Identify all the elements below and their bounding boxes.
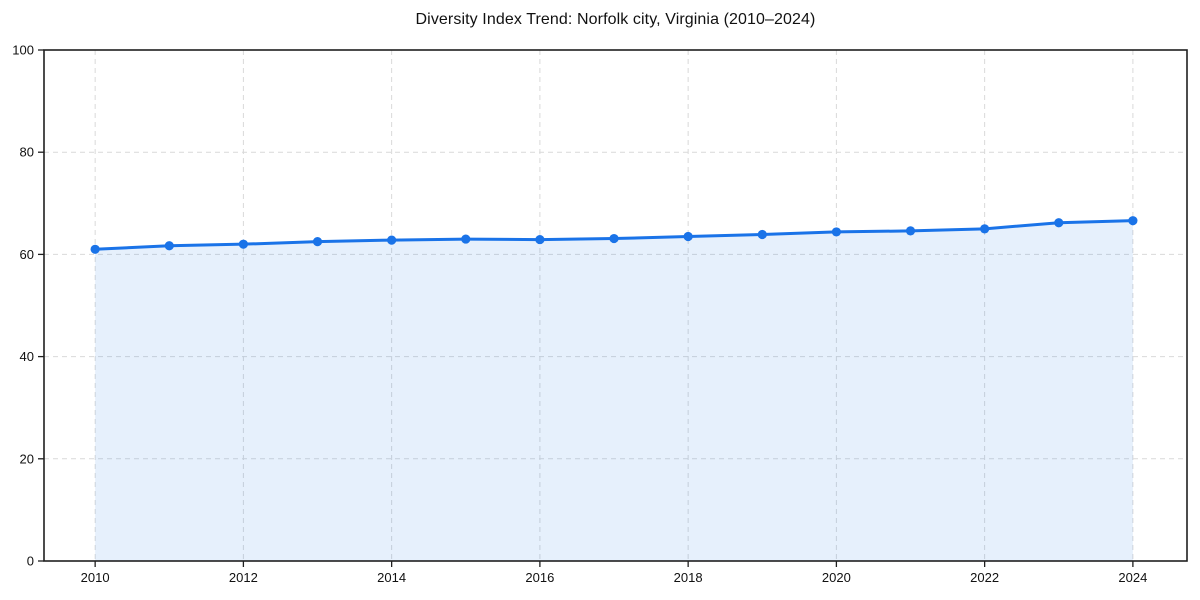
x-tick-label: 2018 [674,570,703,585]
x-tick-label: 2022 [970,570,999,585]
area-fill [95,220,1133,561]
data-point-2014 [387,235,397,245]
data-point-2022 [980,224,990,234]
data-point-2017 [609,233,619,244]
y-tick-label: 80 [20,145,34,160]
data-point-2021 [905,226,916,236]
y-tick-label: 40 [20,349,34,364]
data-point-2011 [164,241,174,251]
x-tick-label: 2012 [229,570,258,585]
data-point-2013 [312,237,323,247]
x-tick-label: 2010 [81,570,110,585]
y-tick-label: 20 [20,451,34,466]
data-point-2015 [461,234,471,244]
x-tick-label: 2014 [377,570,406,585]
data-point-2010 [90,244,100,254]
x-tick-label: 2020 [822,570,851,585]
data-point-2018 [683,231,693,242]
x-tick-label: 2024 [1118,570,1147,585]
data-point-2020 [831,227,841,237]
data-point-2012 [238,239,248,249]
y-tick-label: 100 [12,43,34,58]
plot-border [43,49,1188,562]
data-point-2023 [1054,218,1064,228]
chart-title: Diversity Index Trend: Norfolk city, Vir… [415,11,816,28]
data-point-2016 [535,234,545,245]
data-point-2024 [1128,216,1138,226]
data-point-2019 [757,229,767,240]
x-tick-label: 2016 [525,570,554,585]
y-tick-label: 60 [20,247,34,262]
y-tick-label: 0 [27,554,34,569]
